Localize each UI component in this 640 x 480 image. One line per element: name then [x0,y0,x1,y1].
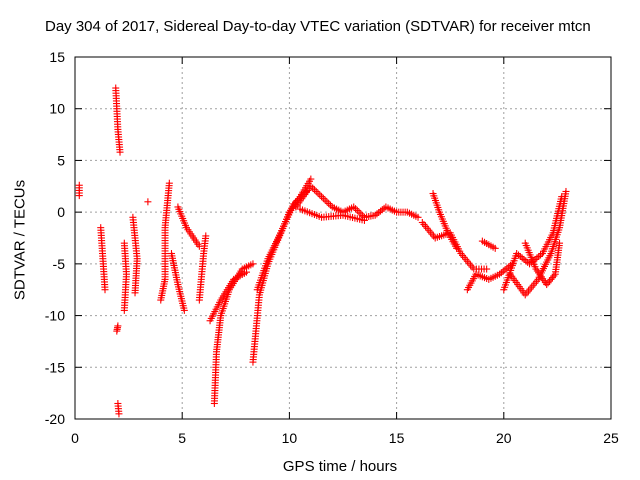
data-point [355,208,363,216]
data-point [360,216,368,224]
x-tick-label: 15 [389,430,405,446]
data-point [323,198,331,206]
data-point [180,306,188,314]
data-point [453,244,461,252]
data-point [131,289,139,297]
data-point [562,187,570,195]
data-point [414,213,422,221]
x-tick-label: 0 [71,430,79,446]
data-point [249,260,257,268]
y-tick-label: 15 [49,49,65,65]
ticks [74,56,612,420]
data-point [357,210,365,218]
x-axis-label: GPS time / hours [282,458,398,475]
data-point [314,189,322,197]
x-tick-labels: 0 5 10 15 20 25 [71,430,619,446]
data-points [75,84,570,418]
data-point [307,175,315,183]
chart-title: Day 304 of 2017, Sidereal Day-to-day VTE… [45,18,591,35]
data-point [165,179,173,187]
data-point [114,322,122,330]
y-tick-label: -10 [45,308,65,324]
y-tick-label: 10 [49,101,65,117]
data-point [144,198,152,206]
x-tick-label: 20 [496,430,512,446]
data-point [483,265,491,273]
data-point [556,239,564,247]
data-point [550,272,558,280]
data-point [115,410,123,418]
y-tick-label: 5 [57,152,65,168]
data-point [312,187,320,195]
data-point [101,286,109,294]
data-point [75,181,83,189]
x-tick-label: 5 [178,430,186,446]
data-point [352,205,360,213]
data-point [310,186,318,194]
data-point [491,244,499,252]
data-point [319,194,327,202]
plot-frame [74,56,612,420]
y-tick-label: -5 [53,256,66,272]
data-point [318,193,326,201]
y-tick-label: 0 [57,204,65,220]
data-point [116,148,124,156]
data-point [120,306,128,314]
x-tick-label: 10 [282,430,298,446]
x-tick-label: 25 [603,430,619,446]
y-tick-label: -20 [45,411,65,427]
data-point [202,232,210,240]
y-tick-labels: -20 -15 -10 -5 0 5 10 15 [45,49,65,427]
y-axis-label: SDTVAR / TECUs [11,179,29,301]
data-point [243,268,251,276]
data-point [325,200,333,208]
grid [75,57,611,419]
data-point [316,191,324,199]
data-point [321,196,329,204]
y-tick-label: -15 [45,359,65,375]
